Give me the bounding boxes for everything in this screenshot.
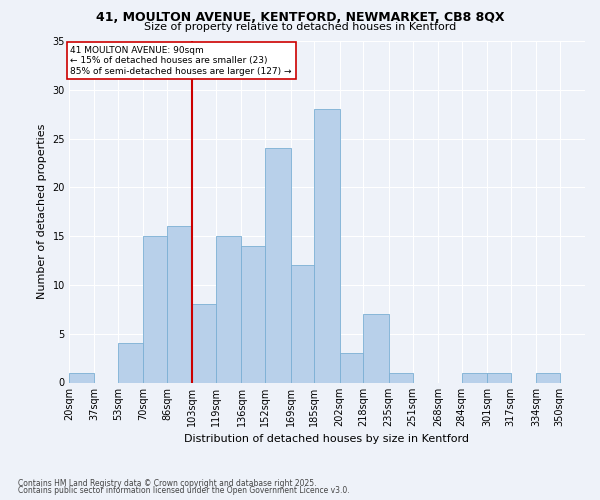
Bar	[241, 246, 265, 382]
Bar	[265, 148, 290, 382]
Text: Contains public sector information licensed under the Open Government Licence v3: Contains public sector information licen…	[18, 486, 350, 495]
Bar	[364, 314, 389, 382]
Bar	[216, 236, 241, 382]
Bar	[314, 110, 340, 382]
Y-axis label: Number of detached properties: Number of detached properties	[37, 124, 47, 300]
Text: 41, MOULTON AVENUE, KENTFORD, NEWMARKET, CB8 8QX: 41, MOULTON AVENUE, KENTFORD, NEWMARKET,…	[96, 11, 504, 24]
X-axis label: Distribution of detached houses by size in Kentford: Distribution of detached houses by size …	[185, 434, 470, 444]
Bar	[69, 372, 94, 382]
Bar	[461, 372, 487, 382]
Bar	[290, 266, 314, 382]
Bar	[193, 304, 216, 382]
Bar	[118, 344, 143, 382]
Bar	[167, 226, 193, 382]
Bar	[143, 236, 167, 382]
Bar	[487, 372, 511, 382]
Bar	[536, 372, 560, 382]
Text: Contains HM Land Registry data © Crown copyright and database right 2025.: Contains HM Land Registry data © Crown c…	[18, 478, 317, 488]
Text: Size of property relative to detached houses in Kentford: Size of property relative to detached ho…	[144, 22, 456, 32]
Bar	[389, 372, 413, 382]
Bar	[340, 353, 364, 382]
Text: 41 MOULTON AVENUE: 90sqm
← 15% of detached houses are smaller (23)
85% of semi-d: 41 MOULTON AVENUE: 90sqm ← 15% of detach…	[70, 46, 292, 76]
